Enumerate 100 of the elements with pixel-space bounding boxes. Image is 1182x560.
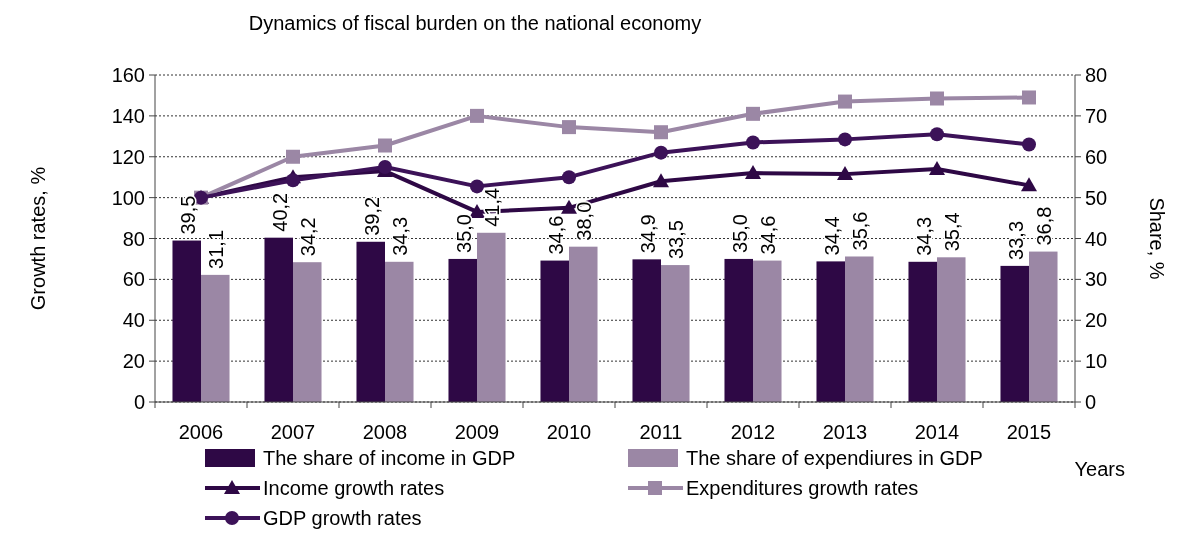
point xyxy=(561,199,577,214)
y-tick-label: 40 xyxy=(122,309,145,332)
point xyxy=(745,165,761,180)
data-label: 34,9 xyxy=(636,214,659,254)
point xyxy=(746,135,760,150)
y-tick-label: 100 xyxy=(111,186,145,209)
data-label: 35,0 xyxy=(452,214,475,253)
point xyxy=(838,132,852,147)
data-label: 39,5 xyxy=(176,195,199,235)
data-label: 35,0 xyxy=(728,214,751,253)
bar xyxy=(540,260,569,402)
bar xyxy=(293,262,322,402)
point xyxy=(470,108,484,123)
point xyxy=(930,91,944,106)
data-label: 33,5 xyxy=(665,220,688,260)
legend-label: GDP growth rates xyxy=(263,507,422,529)
y-tick-label: 20 xyxy=(122,350,145,373)
data-label: 34,6 xyxy=(757,215,780,255)
y2-tick-label: 20 xyxy=(1085,309,1108,332)
bar xyxy=(908,261,937,402)
point xyxy=(1022,90,1036,105)
bar xyxy=(661,265,690,402)
point xyxy=(378,138,392,153)
y-tick-label: 160 xyxy=(111,64,145,86)
y-tick-label: 80 xyxy=(122,227,145,250)
x-tick-label: 2007 xyxy=(270,421,316,443)
point xyxy=(562,120,576,135)
point xyxy=(653,173,669,188)
bar xyxy=(937,257,966,402)
chart-title: Dynamics of fiscal burden on the national economy xyxy=(248,12,702,34)
point xyxy=(838,94,852,109)
x-tick-label: 2006 xyxy=(178,421,224,443)
point xyxy=(654,145,668,160)
x-tick-label: 2015 xyxy=(1006,421,1052,443)
x-tick-label: 2012 xyxy=(730,421,776,443)
data-label: 34,6 xyxy=(544,215,567,255)
data-label: 34,2 xyxy=(297,217,320,257)
bar xyxy=(1000,265,1029,402)
data-label: 35,6 xyxy=(849,211,872,251)
bar xyxy=(1029,251,1058,402)
point xyxy=(562,170,576,185)
data-label: 34,3 xyxy=(389,216,412,256)
x-tick-label: 2010 xyxy=(546,421,592,443)
y2-tick-label: 60 xyxy=(1085,145,1108,168)
y2-tick-label: 40 xyxy=(1085,227,1108,250)
bar xyxy=(172,240,201,402)
bar xyxy=(632,259,661,402)
data-label: 41,4 xyxy=(481,187,504,227)
bar xyxy=(477,232,506,402)
y2-tick-label: 0 xyxy=(1085,391,1097,413)
bar xyxy=(569,246,598,402)
bar xyxy=(448,258,477,402)
legend-label: The share of income in GDP xyxy=(263,447,516,469)
point xyxy=(837,166,853,181)
data-label: 38,0 xyxy=(573,201,596,241)
y2-axis-title: Share, % xyxy=(1146,197,1168,280)
x-axis-title: Years xyxy=(1074,458,1125,480)
data-label: 31,1 xyxy=(205,229,228,269)
bar xyxy=(816,261,845,402)
bar xyxy=(845,256,874,402)
data-label: 33,3 xyxy=(1004,220,1027,260)
bar xyxy=(201,274,230,402)
bar xyxy=(724,258,753,402)
y-tick-label: 60 xyxy=(122,268,145,291)
legend-label: Expenditures growth rates xyxy=(686,477,919,499)
x-tick-label: 2013 xyxy=(822,421,868,443)
point xyxy=(286,149,300,164)
x-tick-label: 2009 xyxy=(454,421,500,443)
point xyxy=(378,159,392,174)
point xyxy=(286,173,300,188)
x-tick-label: 2014 xyxy=(914,421,960,443)
bar xyxy=(385,261,414,402)
y2-tick-label: 10 xyxy=(1085,350,1108,373)
x-tick-label: 2008 xyxy=(362,421,408,443)
point xyxy=(929,161,945,176)
y2-tick-label: 30 xyxy=(1085,268,1108,291)
y-tick-label: 120 xyxy=(111,145,145,168)
legend-label: Income growth rates xyxy=(263,477,445,499)
data-label: 34,4 xyxy=(820,216,843,256)
legend-label: The share of expendiures in GDP xyxy=(686,447,983,469)
bar xyxy=(753,260,782,402)
point xyxy=(470,179,484,194)
y-tick-label: 0 xyxy=(133,391,145,413)
bar xyxy=(356,241,385,402)
point xyxy=(654,125,668,140)
y2-tick-label: 50 xyxy=(1085,186,1108,209)
data-label: 39,2 xyxy=(360,196,383,236)
point xyxy=(746,106,760,121)
point xyxy=(1022,137,1036,152)
data-label: 34,3 xyxy=(912,216,935,256)
y-axis-title: Growth rates, % xyxy=(27,166,49,311)
x-tick-label: 2011 xyxy=(639,421,683,443)
y-tick-label: 140 xyxy=(111,104,145,127)
data-label: 36,8 xyxy=(1033,206,1056,246)
y2-tick-label: 80 xyxy=(1085,64,1108,86)
point xyxy=(1021,177,1037,192)
bar xyxy=(264,237,293,402)
point xyxy=(930,127,944,142)
data-label: 35,4 xyxy=(941,212,964,252)
data-label: 40,2 xyxy=(268,192,291,232)
